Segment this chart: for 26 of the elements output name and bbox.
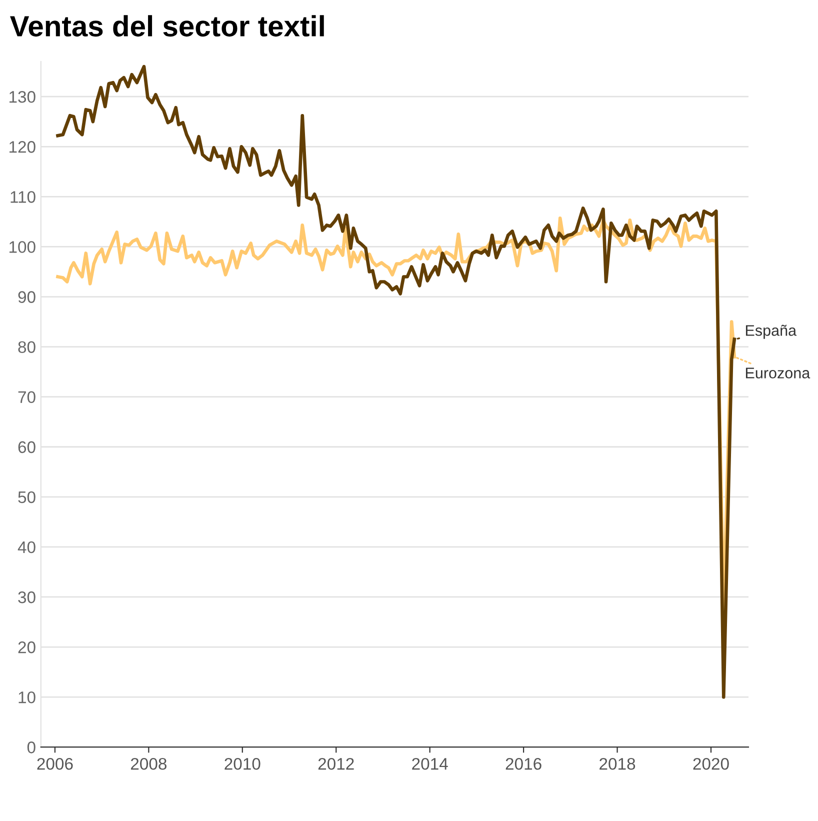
y-tick-label: 10 — [18, 691, 36, 704]
y-tick-label: 40 — [18, 541, 36, 554]
x-tick-label: 2008 — [130, 758, 166, 770]
y-tick-label: 60 — [18, 441, 36, 454]
y-tick-label: 130 — [10, 91, 36, 103]
y-tick-label: 20 — [18, 641, 36, 654]
y-tick-label: 30 — [18, 591, 36, 604]
y-tick-label: 110 — [10, 191, 36, 203]
legend-label: España — [746, 324, 797, 339]
x-tick-label: 2006 — [37, 758, 73, 770]
series-label: Eurozona — [746, 368, 810, 378]
y-tick-label: 120 — [10, 141, 36, 153]
chart-title: Ventas del sector textil — [10, 15, 324, 37]
y-tick-label: 80 — [18, 341, 36, 353]
line-series — [56, 64, 736, 699]
x-tick-label: 2014 — [412, 758, 448, 770]
x-tick-label: 2018 — [600, 758, 636, 770]
x-tick-label: 2010 — [224, 758, 260, 770]
y-tick-label: 100 — [10, 241, 36, 253]
x-tick-label: 2012 — [318, 758, 354, 770]
y-tick-label: 50 — [18, 491, 36, 504]
y-tick-label: 90 — [18, 291, 36, 303]
y-tick-label: 70 — [18, 391, 36, 404]
y-tick-label: 0 — [27, 742, 36, 754]
x-tick-label: 2016 — [506, 758, 542, 770]
x-tick-label: 2020 — [693, 758, 729, 770]
